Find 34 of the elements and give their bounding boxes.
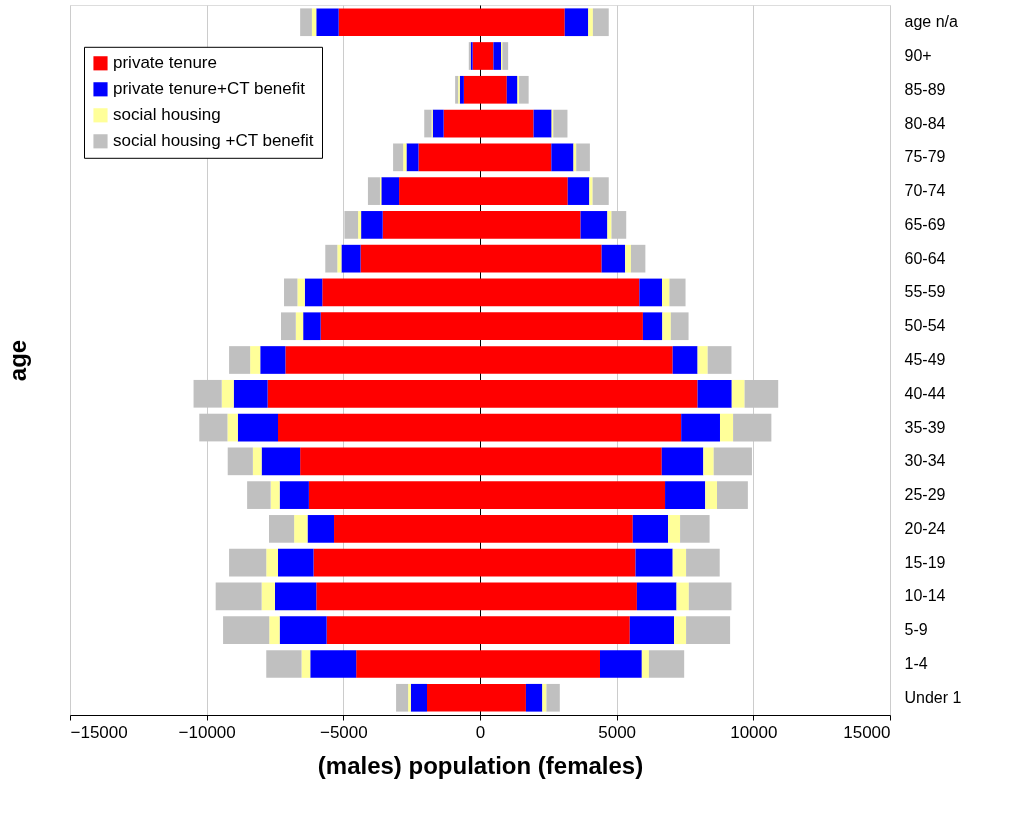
y-tick-label: 5-9 bbox=[904, 621, 928, 639]
x-axis-title: (males) population (females) bbox=[317, 751, 644, 779]
y-tick-label: 30-34 bbox=[904, 452, 946, 470]
y-tick-label: 20-24 bbox=[904, 519, 946, 537]
x-tick-label: −5000 bbox=[319, 722, 368, 742]
y-tick-label: 50-54 bbox=[904, 317, 946, 335]
y-tick-label: 35-39 bbox=[904, 418, 946, 436]
x-tick-label: 10000 bbox=[730, 722, 778, 742]
y-tick-label: 70-74 bbox=[904, 182, 946, 200]
y-tick-label: age n/a bbox=[904, 13, 958, 31]
x-tick-label: 5000 bbox=[598, 722, 637, 742]
y-tick-label: Under 1 bbox=[904, 688, 962, 706]
legend-label: social housing +CT benefit bbox=[113, 131, 314, 151]
legend-label: social housing bbox=[113, 105, 221, 125]
y-tick-label: 65-69 bbox=[904, 215, 946, 233]
y-tick-label: 40-44 bbox=[904, 384, 946, 402]
y-tick-label: 85-89 bbox=[904, 80, 946, 98]
legend-label: private tenure bbox=[113, 53, 217, 73]
x-tick-label: −15000 bbox=[70, 722, 128, 742]
y-tick-label: 25-29 bbox=[904, 486, 946, 504]
y-tick-label: 45-49 bbox=[904, 351, 946, 368]
y-tick-label: 75-79 bbox=[904, 148, 946, 166]
y-axis-title: age bbox=[3, 339, 31, 382]
y-tick-label: 80-84 bbox=[904, 114, 946, 132]
x-tick-label: 0 bbox=[475, 722, 486, 742]
y-tick-label: 60-64 bbox=[904, 249, 946, 267]
y-tick-label: 90+ bbox=[904, 47, 932, 64]
y-tick-label: 15-19 bbox=[904, 553, 946, 571]
x-tick-label: 15000 bbox=[843, 722, 891, 742]
y-tick-label: 10-14 bbox=[904, 587, 946, 605]
legend-label: private tenure+CT benefit bbox=[113, 79, 306, 99]
y-tick-label: 1-4 bbox=[904, 655, 928, 672]
y-tick-label: 55-59 bbox=[904, 283, 946, 301]
x-tick-label: −10000 bbox=[178, 722, 236, 742]
